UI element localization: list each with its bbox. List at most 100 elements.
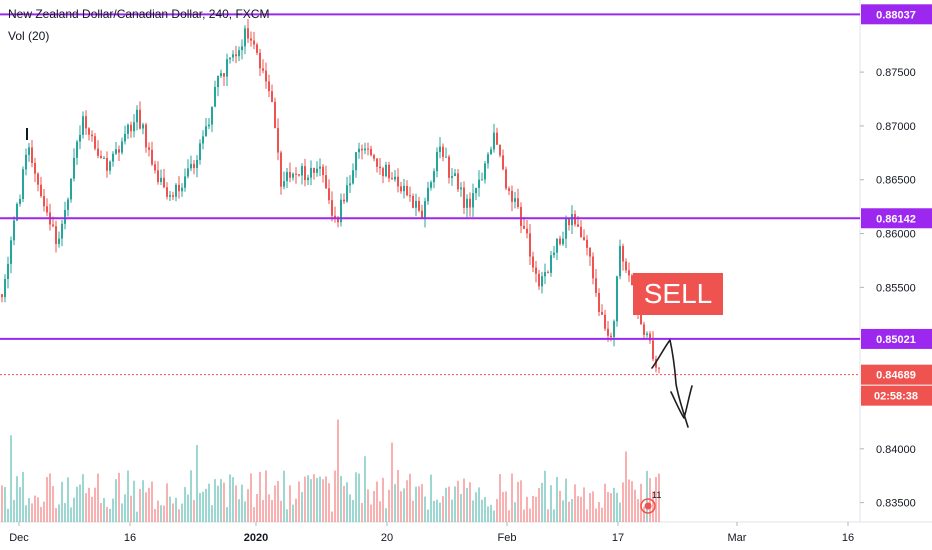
volume-bar — [7, 508, 9, 522]
volume-bar — [205, 488, 207, 522]
candle-body — [436, 151, 438, 172]
candle-body — [658, 367, 660, 369]
volume-event-marker[interactable]: 11 — [640, 490, 661, 514]
volume-bar — [208, 483, 210, 522]
volume-bar — [634, 489, 636, 522]
candle-body — [88, 128, 90, 135]
y-tick-label: 0.86500 — [876, 175, 916, 187]
volume-bar — [544, 470, 546, 522]
candle-body — [610, 335, 612, 338]
volume-bar — [520, 480, 522, 522]
level-price-tag — [861, 328, 932, 349]
candle-body — [1, 294, 3, 297]
x-tick-label: Mar — [728, 532, 747, 544]
volume-bar — [526, 496, 528, 522]
sell-label[interactable]: SELL — [633, 273, 723, 315]
volume-bar — [403, 488, 405, 522]
volume-bar — [382, 477, 384, 522]
candle-body — [313, 167, 315, 173]
volume-bar — [130, 495, 132, 522]
candle-body — [130, 124, 132, 132]
volume-bar — [34, 495, 36, 522]
candle-body — [571, 213, 573, 226]
volume-bar — [109, 508, 111, 522]
candle-body — [232, 54, 234, 58]
candle-body — [256, 44, 258, 53]
level-price-tag — [861, 4, 932, 25]
volume-bar — [349, 494, 351, 522]
volume-event-count: 11 — [652, 490, 661, 500]
candlesticks — [1, 19, 660, 374]
volume-bar — [103, 498, 105, 522]
candle-body — [631, 275, 633, 286]
candle-body — [205, 126, 207, 137]
candle-body — [376, 158, 378, 167]
candle-body — [343, 199, 345, 202]
candle-body — [295, 173, 297, 175]
volume-bar — [493, 510, 495, 522]
volume-bar — [73, 497, 75, 522]
volume-bar — [157, 500, 159, 522]
volume-bar — [178, 509, 180, 522]
volume-bar — [433, 500, 435, 522]
candle-body — [247, 28, 249, 39]
candle-body — [274, 101, 276, 129]
candle-body — [163, 177, 165, 188]
candle-body — [322, 166, 324, 176]
candle-body — [268, 81, 270, 92]
candle-body — [64, 209, 66, 224]
volume-bar — [532, 495, 534, 522]
x-tick-label: 17 — [612, 532, 624, 544]
candle-body — [505, 169, 507, 189]
candle-body — [415, 200, 417, 208]
candle-body — [217, 75, 219, 87]
candle-body — [421, 210, 423, 219]
x-tick-label: 16 — [124, 532, 136, 544]
volume-bar — [340, 475, 342, 522]
candle-body — [28, 147, 30, 155]
volume-bar — [241, 484, 243, 522]
candle-body — [469, 198, 471, 208]
candle-body — [124, 133, 126, 142]
forecast-arrow[interactable] — [651, 339, 693, 428]
volume-bar — [631, 481, 633, 522]
candle-body — [643, 324, 645, 335]
volume-bar — [421, 484, 423, 522]
volume-bar — [604, 483, 606, 522]
volume-bar — [466, 488, 468, 522]
volume-bar — [361, 503, 363, 522]
volume-bar — [355, 472, 357, 522]
candle-body — [556, 238, 558, 253]
candle-body — [136, 109, 138, 123]
volume-bar — [589, 492, 591, 522]
volume-bar — [517, 481, 519, 522]
volume-bar — [217, 485, 219, 522]
candle-body — [79, 134, 81, 142]
candle-body — [508, 188, 510, 191]
candle-body — [244, 28, 246, 47]
candle-body — [565, 218, 567, 239]
volume-bar — [571, 499, 573, 522]
candle-body — [373, 155, 375, 159]
candle-body — [487, 154, 489, 164]
candle-body — [97, 148, 99, 156]
candle-body — [403, 185, 405, 192]
volume-bar — [622, 482, 624, 522]
candle-body — [577, 224, 579, 227]
volume-bar — [445, 487, 447, 522]
candle-body — [409, 195, 411, 197]
candle-body — [196, 159, 198, 169]
candle-body — [625, 261, 627, 271]
volume-bar — [346, 482, 348, 522]
volume-bar — [181, 503, 183, 522]
candle-body — [532, 256, 534, 268]
y-tick-label: 0.85500 — [876, 282, 916, 294]
candle-body — [289, 172, 291, 178]
volume-bar — [22, 471, 24, 522]
volume-bar — [265, 470, 267, 522]
volume-bar — [496, 499, 498, 522]
y-tick-label: 0.86000 — [876, 229, 916, 241]
horizontal-levels[interactable]: 0.88037 0.86142 0.85021 0.84689 02:58:38 — [0, 4, 932, 406]
countdown-label: 02:58:38 — [874, 391, 918, 403]
